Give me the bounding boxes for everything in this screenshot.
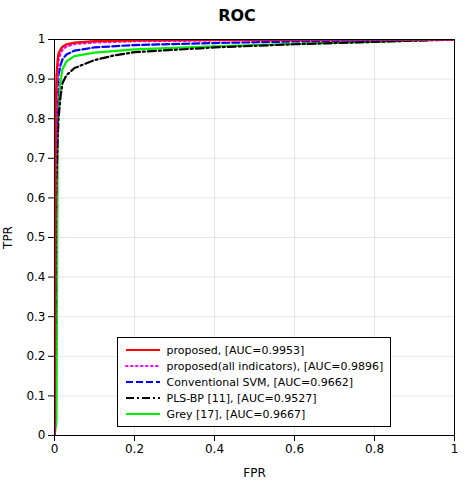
svg-text:0: 0 bbox=[38, 428, 46, 442]
html-text:proposed(all indicators), [AUC: proposed(all indicators), [AUC=0.9896] bbox=[166, 359, 384, 373]
svg-text:0.4: 0.4 bbox=[205, 442, 224, 456]
svg-text:0.2: 0.2 bbox=[26, 349, 45, 363]
svg-text:0.8: 0.8 bbox=[365, 442, 384, 456]
svg-text:0.4: 0.4 bbox=[26, 270, 45, 284]
svg-text:0.5: 0.5 bbox=[26, 230, 45, 244]
svg-text:0.1: 0.1 bbox=[26, 389, 45, 403]
svg-text:1: 1 bbox=[451, 442, 459, 456]
svg-text:0.6: 0.6 bbox=[26, 191, 45, 205]
svg-text:1: 1 bbox=[38, 32, 46, 46]
svg-text:0.3: 0.3 bbox=[26, 310, 45, 324]
svg-text:0.9: 0.9 bbox=[26, 72, 45, 86]
html-text:ROC: ROC bbox=[218, 6, 256, 25]
svg-text:0: 0 bbox=[51, 442, 59, 456]
svg-text:0.2: 0.2 bbox=[125, 442, 144, 456]
html-text:PLS-BP [11], [AUC=0.9527]: PLS-BP [11], [AUC=0.9527] bbox=[166, 391, 317, 405]
svg-text:TPR: TPR bbox=[1, 226, 15, 250]
svg-text:0.8: 0.8 bbox=[26, 112, 45, 126]
svg-text:FPR: FPR bbox=[243, 466, 265, 480]
html-text:proposed, [AUC=0.9953]: proposed, [AUC=0.9953] bbox=[166, 343, 305, 357]
html-text:Conventional SVM, [AUC=0.9662]: Conventional SVM, [AUC=0.9662] bbox=[166, 375, 353, 389]
svg-text:0.6: 0.6 bbox=[285, 442, 304, 456]
svg-text:0.7: 0.7 bbox=[26, 151, 45, 165]
html-text:Grey [17], [AUC=0.9667]: Grey [17], [AUC=0.9667] bbox=[166, 407, 306, 421]
